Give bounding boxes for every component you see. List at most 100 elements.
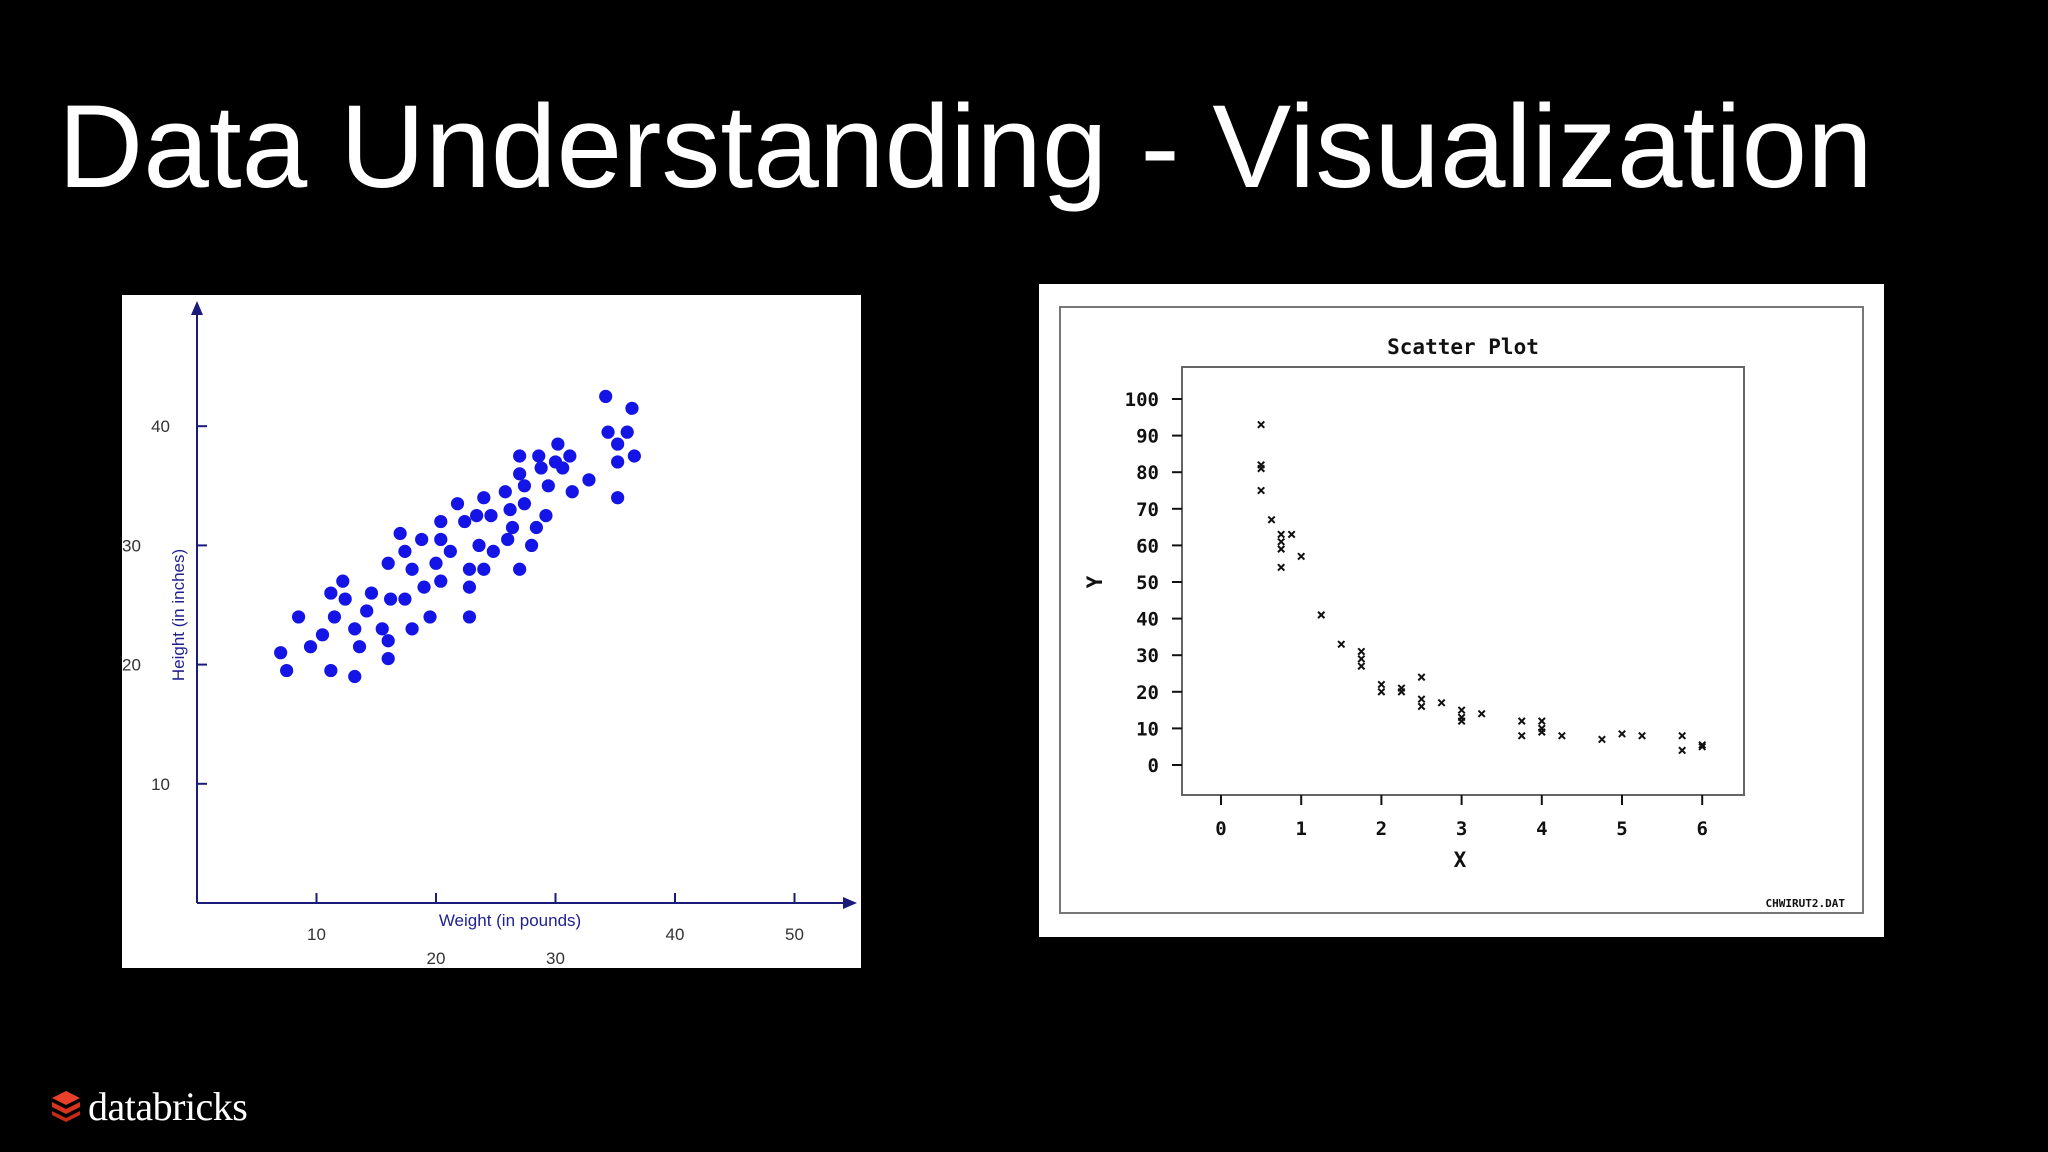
y-axis-label: Y — [1083, 575, 1107, 588]
data-point — [484, 509, 498, 523]
slide-title: Data Understanding - Visualization — [58, 81, 1873, 213]
data-point — [470, 509, 484, 523]
data-point — [472, 538, 486, 552]
data-point — [1337, 640, 1346, 649]
x-axis-label: X — [1454, 848, 1467, 872]
data-point — [1557, 731, 1566, 740]
data-point — [513, 562, 527, 576]
data-point — [1317, 611, 1326, 619]
x-tick-label: 40 — [666, 925, 685, 944]
data-point — [398, 592, 412, 606]
x-axis-label: Weight (in pounds) — [439, 911, 581, 930]
data-point — [1287, 530, 1296, 539]
databricks-logo-icon — [52, 1091, 80, 1122]
chart-border — [1059, 306, 1864, 914]
data-point — [627, 449, 641, 463]
data-point — [611, 491, 625, 505]
data-point — [338, 592, 352, 606]
x-tick-label: 4 — [1536, 818, 1547, 840]
y-tick-label: 40 — [1136, 609, 1159, 631]
data-point — [1377, 680, 1386, 689]
data-point — [381, 634, 395, 648]
data-point — [599, 389, 613, 403]
data-point — [1638, 731, 1646, 740]
y-tick-label: 50 — [1136, 572, 1159, 594]
data-point — [315, 628, 330, 642]
data-point — [1417, 673, 1426, 682]
data-point — [462, 562, 477, 576]
data-point — [477, 562, 491, 576]
chwirut-scatter-chart-panel: Scatter Plot 0 10 20 30 40 50 60 70 80 90 100 0 1 2 3 4 5… — [1039, 284, 1884, 937]
data-point — [477, 491, 491, 505]
y-tick-label: 30 — [122, 536, 141, 555]
data-point — [513, 449, 527, 463]
data-point — [1277, 530, 1286, 539]
x-tick-label: 30 — [546, 949, 565, 968]
data-point — [415, 532, 429, 547]
data-point — [443, 544, 457, 558]
data-point — [498, 485, 512, 499]
data-point — [417, 580, 431, 594]
y-tick-label: 10 — [151, 775, 170, 794]
data-point — [405, 562, 419, 576]
data-point — [352, 640, 367, 654]
y-tick-label: 100 — [1125, 389, 1159, 411]
x-tick-label: 3 — [1456, 818, 1467, 840]
y-tick-label: 80 — [1136, 462, 1159, 484]
data-point — [1517, 717, 1526, 725]
data-point — [324, 586, 338, 600]
data-point — [1598, 735, 1606, 744]
data-point — [291, 610, 306, 624]
data-point — [423, 610, 437, 624]
data-point — [458, 514, 472, 529]
x-tick-label: 50 — [785, 925, 804, 944]
data-point — [375, 622, 389, 636]
data-point — [450, 497, 465, 511]
data-point — [1517, 731, 1526, 740]
data-point — [1678, 731, 1687, 740]
data-point — [529, 520, 543, 535]
data-point — [1417, 702, 1426, 711]
data-point — [1257, 486, 1266, 495]
chwirut-scatter-chart: Scatter Plot 0 10 20 30 40 50 60 70 80 90 100 0 1 2 3 4 5… — [1059, 306, 1864, 914]
data-point — [565, 485, 579, 499]
data-point — [360, 604, 374, 618]
data-point — [1297, 552, 1306, 561]
data-point — [1417, 695, 1426, 704]
data-point — [1457, 706, 1466, 715]
data-point — [383, 592, 398, 606]
y-tick-label: 90 — [1136, 426, 1159, 448]
x-tick-label: 20 — [427, 949, 446, 968]
data-point — [434, 532, 448, 547]
data-point — [303, 640, 318, 654]
data-point — [611, 455, 625, 469]
y-tick-label: 70 — [1136, 499, 1159, 521]
data-point — [1377, 687, 1386, 696]
data-point — [503, 503, 517, 517]
data-point — [381, 556, 395, 570]
data-point — [327, 610, 342, 624]
data-point — [434, 574, 448, 588]
data-point — [501, 532, 515, 547]
data-point — [1678, 746, 1687, 755]
data-point — [1267, 515, 1276, 524]
data-point — [429, 556, 443, 570]
x-tick-label: 2 — [1376, 818, 1387, 840]
x-tick-label: 6 — [1696, 818, 1707, 840]
data-point — [434, 514, 448, 529]
data-point — [1357, 654, 1366, 663]
data-point — [405, 622, 419, 636]
y-tick-label: 0 — [1148, 755, 1159, 777]
data-point — [274, 646, 288, 660]
data-point — [1537, 728, 1546, 736]
x-tick-label: 10 — [307, 925, 326, 944]
data-point — [563, 449, 577, 463]
y-tick-label: 20 — [122, 656, 141, 675]
y-tick-label: 10 — [1136, 718, 1159, 740]
data-point — [517, 497, 532, 511]
data-point — [513, 467, 527, 481]
data-point — [601, 425, 615, 439]
data-point — [381, 652, 395, 666]
data-point — [1457, 717, 1466, 725]
data-point — [1257, 420, 1266, 429]
